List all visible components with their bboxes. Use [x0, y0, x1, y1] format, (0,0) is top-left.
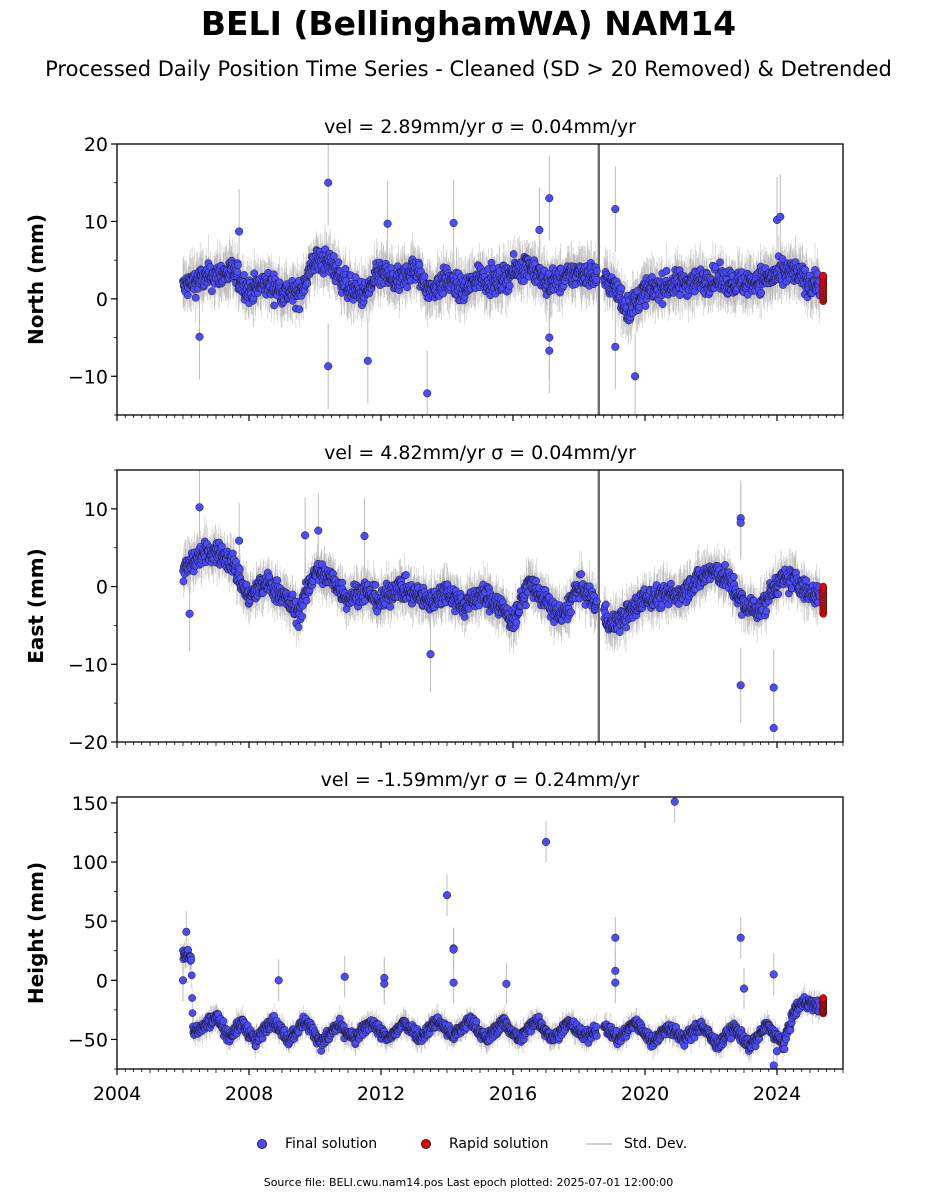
final-point [334, 258, 343, 267]
final-point-outlier [195, 332, 204, 341]
north-panel-title: vel = 2.89mm/yr σ = 0.04mm/yr [324, 116, 636, 138]
final-point [757, 289, 766, 297]
east-final-points [179, 503, 824, 733]
final-point-outlier [545, 194, 554, 203]
final-point [208, 287, 216, 296]
final-point-outlier [535, 225, 544, 234]
rapid-point [819, 271, 828, 280]
final-point [179, 577, 188, 586]
final-point [801, 265, 809, 274]
final-point [330, 252, 338, 260]
final-point-outlier [324, 362, 333, 371]
final-point-outlier [324, 178, 333, 187]
y-tick-label: 20 [84, 134, 108, 156]
east-plot-area [179, 470, 828, 742]
north-rapid-points [819, 271, 828, 306]
final-point-outlier [363, 356, 372, 365]
final-point-outlier [611, 342, 620, 351]
north-ylabel: North (mm) [24, 214, 48, 345]
final-point [191, 293, 200, 302]
final-point-outlier [449, 218, 458, 228]
final-point [270, 301, 278, 310]
final-point [415, 261, 424, 269]
final-point [658, 300, 667, 309]
east-error-bars [182, 470, 821, 742]
final-point [711, 263, 720, 271]
final-point [403, 283, 411, 292]
north-panel: −10 0 10 20 North (mm) vel = 2.89mm/yr σ = 0.… [24, 116, 844, 421]
final-point [295, 305, 304, 314]
final-point [641, 302, 650, 310]
final-point-outlier [611, 204, 620, 214]
final-point-outlier [776, 212, 785, 221]
final-point-outlier [545, 333, 554, 342]
north-final-points [179, 178, 824, 398]
y-tick-label: 0 [96, 289, 108, 311]
final-point [716, 258, 724, 267]
final-point [303, 279, 312, 288]
final-point-outlier [631, 372, 640, 381]
final-point-outlier [383, 219, 392, 228]
final-point [617, 284, 626, 293]
final-point [592, 267, 601, 275]
final-point [234, 261, 242, 269]
final-point-outlier [545, 346, 554, 355]
y-tick-label: −10 [68, 366, 108, 388]
final-point [509, 250, 518, 258]
final-point [233, 267, 242, 276]
final-point-outlier [235, 227, 244, 236]
final-point-outlier [423, 389, 432, 398]
final-point [420, 272, 429, 281]
final-point [592, 276, 601, 284]
y-tick-label: 10 [84, 211, 108, 233]
final-point [662, 267, 671, 275]
final-point [240, 271, 248, 279]
north-plot-area [179, 144, 828, 415]
final-point [439, 289, 448, 298]
final-point [505, 281, 514, 290]
final-point [183, 291, 192, 300]
